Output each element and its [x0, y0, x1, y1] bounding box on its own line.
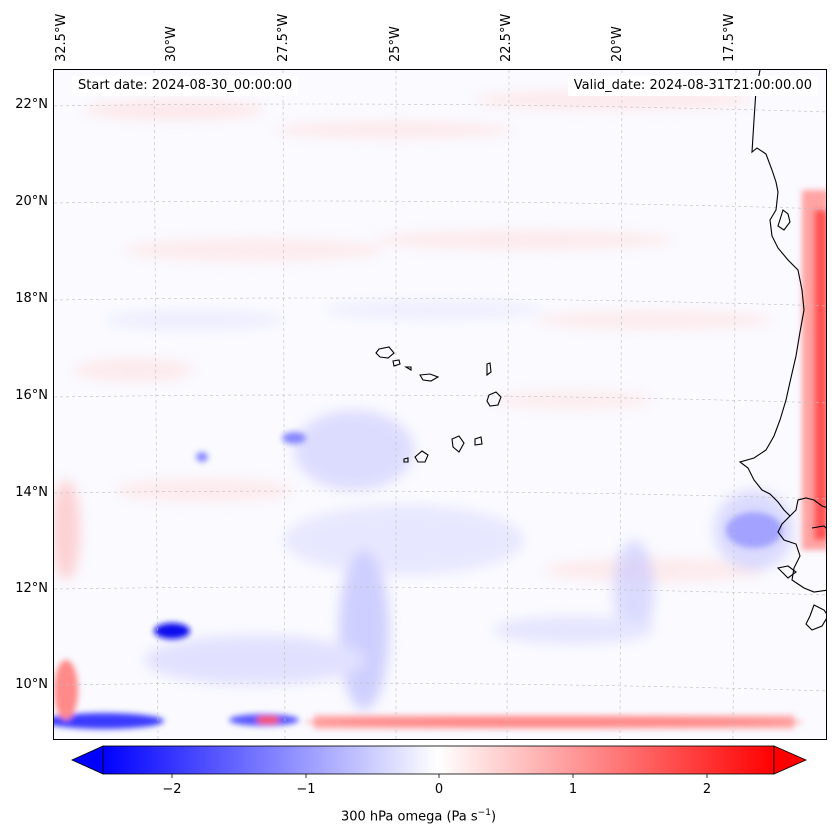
valid-date-label: Valid_date: 2024-08-31T21:00:00.00 — [567, 76, 818, 96]
lon-label: 22.5°W — [499, 13, 514, 62]
lat-label: 12°N — [15, 581, 48, 596]
colorbar-min-extend — [71, 745, 104, 775]
negative-omega-areas — [104, 300, 794, 710]
lon-label: 17.5°W — [722, 13, 737, 62]
lon-label: 32.5°W — [54, 13, 69, 62]
colorbar-tick-label: −2 — [162, 782, 182, 797]
colorbar-tick-label: −1 — [296, 782, 316, 797]
lat-label: 20°N — [15, 194, 48, 209]
lon-label: 25°W — [388, 26, 403, 62]
map-panel — [53, 69, 827, 740]
colorbar-title: 300 hPa omega (Pa s−1) — [0, 808, 837, 824]
coastlines — [375, 70, 826, 631]
lon-label: 30°W — [164, 26, 179, 62]
colorbar-title-text: 300 hPa omega (Pa s — [340, 809, 478, 825]
omega-field-map — [54, 70, 826, 739]
colorbar-max-extend — [773, 745, 807, 775]
graticule — [54, 70, 826, 739]
colorbar-tick-label: 2 — [702, 782, 712, 797]
colorbar-title-end: ) — [490, 809, 497, 825]
colorbar — [71, 745, 807, 778]
lon-label: 20°W — [610, 26, 625, 62]
colorbar-tick-label: 1 — [568, 782, 578, 797]
start-date-label: Start date: 2024-08-30_00:00:00 — [72, 76, 299, 96]
positive-omega-areas — [54, 90, 774, 582]
lon-label: 27.5°W — [276, 13, 291, 62]
lat-label: 22°N — [15, 97, 48, 112]
colorbar-title-exponent: −1 — [477, 808, 491, 818]
colorbar-tick-label: 0 — [434, 782, 444, 797]
lat-label: 16°N — [15, 388, 48, 403]
lat-label: 14°N — [15, 485, 48, 500]
lat-label: 10°N — [15, 677, 48, 692]
colorbar-gradient — [102, 745, 775, 775]
lat-label: 18°N — [15, 291, 48, 306]
strong-omega-features — [54, 190, 826, 729]
colorbar-ticks — [171, 774, 708, 778]
